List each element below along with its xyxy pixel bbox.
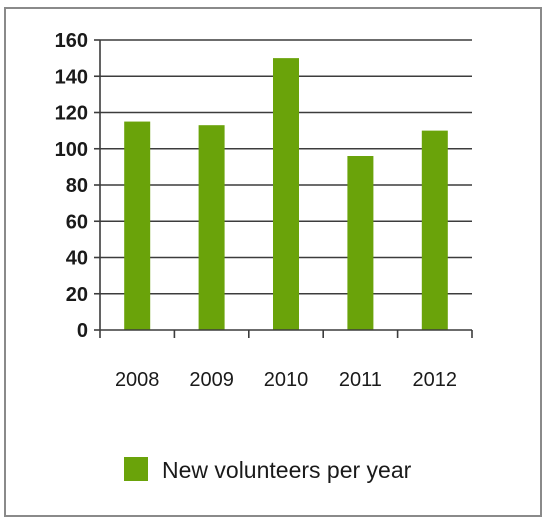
y-tick-label: 60 — [66, 211, 88, 233]
y-tick-label: 20 — [66, 284, 88, 306]
bar-2009 — [198, 125, 225, 330]
y-tick-label: 40 — [66, 248, 88, 270]
y-tick-labels: 0 20 40 60 80 100 120 140 160 — [55, 30, 88, 342]
y-tick-label: 120 — [55, 103, 88, 125]
y-tick-label: 80 — [66, 175, 88, 197]
bar-2012 — [421, 130, 448, 330]
bar-2011 — [347, 156, 374, 330]
legend: New volunteers per year — [124, 457, 412, 483]
y-tick-label: 160 — [55, 30, 88, 52]
bar-2010 — [273, 58, 299, 330]
y-tick-label: 140 — [55, 66, 88, 88]
x-tick-label: 2008 — [115, 369, 160, 391]
x-tick-label: 2011 — [339, 369, 382, 391]
y-tick-label: 100 — [55, 139, 88, 161]
x-tick-label: 2009 — [189, 369, 234, 391]
bar-2008 — [124, 121, 151, 330]
x-tick-label: 2012 — [413, 369, 458, 391]
y-tick-label: 0 — [77, 320, 88, 342]
legend-label: New volunteers per year — [162, 457, 412, 483]
legend-swatch — [124, 457, 148, 481]
x-tick-label: 2010 — [264, 369, 309, 391]
bars — [124, 58, 448, 330]
x-tick-labels: 2008 2009 2010 2011 2012 — [115, 369, 457, 391]
axes — [94, 39, 473, 338]
